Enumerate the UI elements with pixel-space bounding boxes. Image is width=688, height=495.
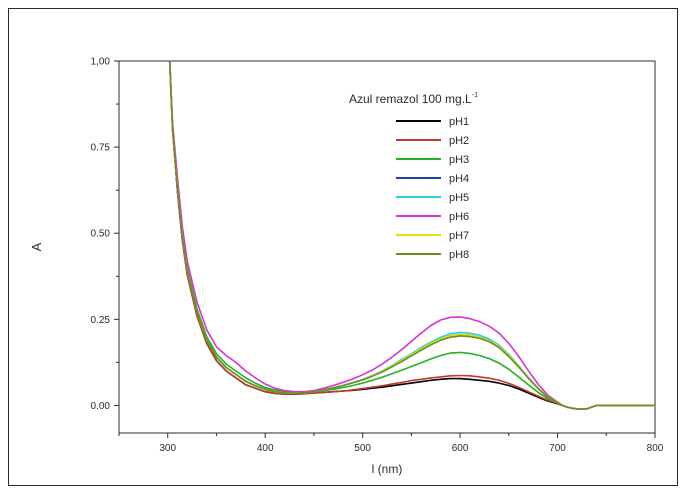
legend-title: Azul remazol 100 mg.L-1: [349, 92, 478, 106]
legend: Azul remazol 100 mg.L-1 pH1pH2pH3pH4pH5p…: [349, 92, 478, 261]
ticks-layer: 300 400 500 600 700 800 0.00 0.25 0.50 0.75 1,00: [91, 57, 664, 455]
series-line-ph8: [168, 60, 655, 410]
legend-label-ph3: pH3: [449, 154, 469, 166]
legend-label-ph8: pH8: [449, 249, 469, 261]
y-tick-label: 0.25: [91, 315, 111, 326]
legend-label-ph5: pH5: [449, 192, 469, 204]
series-layer: [168, 60, 655, 410]
legend-label-ph7: pH7: [449, 230, 469, 242]
legend-items: pH1 pH2 pH3 pH4 pH5 pH6 pH7 pH8: [396, 116, 469, 261]
chart-frame: 300 400 500 600 700 800 0.00 0.25 0.50 0.75 1,00 l…: [8, 8, 678, 486]
legend-label-ph4: pH4: [449, 173, 469, 185]
absorbance-chart: 300 400 500 600 700 800 0.00 0.25 0.50 0.75 1,00 l…: [29, 57, 664, 477]
x-tick-label: 400: [257, 443, 274, 454]
y-tick-label: 0.75: [91, 143, 111, 154]
y-tick-label: 0.50: [91, 229, 111, 240]
legend-label-ph2: pH2: [449, 135, 469, 147]
x-tick-label: 500: [354, 443, 371, 454]
y-tick-label: 0.00: [91, 401, 111, 412]
legend-title-superscript: -1: [472, 92, 478, 99]
legend-label-ph1: pH1: [449, 116, 469, 128]
x-tick-label: 300: [159, 443, 176, 454]
x-axis-label: l (nm): [372, 462, 403, 476]
y-axis-label: A: [29, 242, 44, 251]
x-tick-label: 600: [452, 443, 469, 454]
plot-area: [118, 60, 656, 434]
legend-label-ph6: pH6: [449, 211, 469, 223]
y-tick-label: 1,00: [91, 57, 111, 68]
legend-title-text: Azul remazol 100 mg.L: [349, 92, 472, 106]
x-tick-label: 700: [549, 443, 566, 454]
x-tick-label: 800: [647, 443, 664, 454]
